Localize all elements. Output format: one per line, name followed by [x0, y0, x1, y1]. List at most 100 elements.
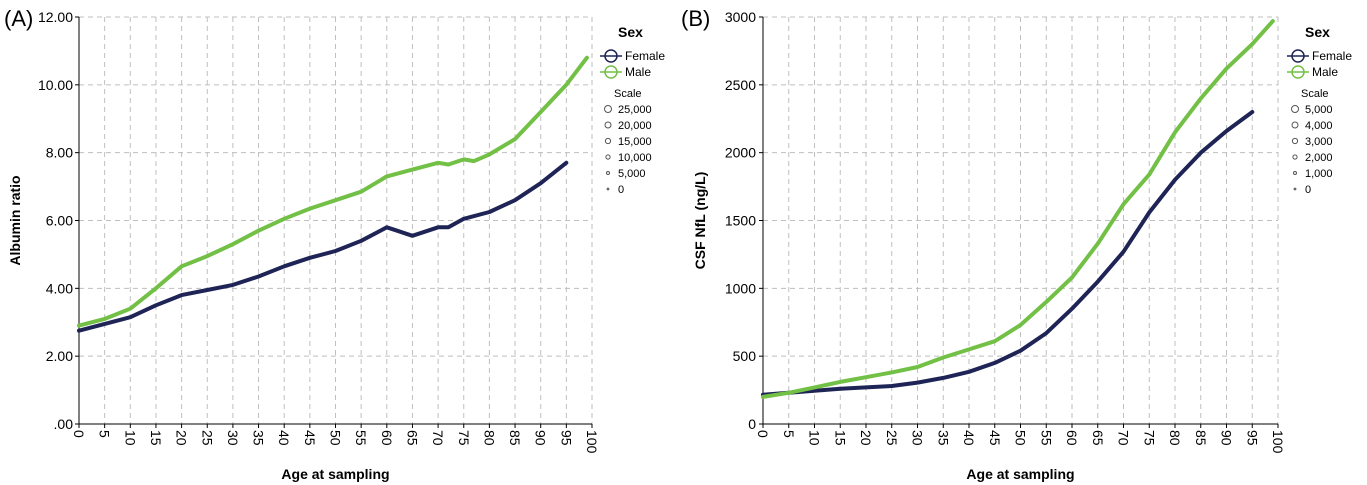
- scale-title: Scale: [1301, 88, 1329, 100]
- legend-entry-female: Female: [1312, 49, 1352, 63]
- y-tick-label: 10.00: [38, 77, 73, 93]
- x-tick-label: 80: [481, 430, 497, 446]
- legend-entry-male: Male: [1312, 65, 1338, 79]
- x-tick-label: 75: [1141, 430, 1157, 446]
- x-tick-label: 75: [456, 430, 472, 446]
- scale-value: 25,000: [618, 104, 652, 116]
- x-tick-label: 65: [404, 430, 420, 446]
- x-tick-label: 35: [251, 430, 267, 446]
- x-tick-label: 25: [199, 430, 215, 446]
- x-axis-title: Age at sampling: [966, 466, 1074, 482]
- x-tick-label: 20: [858, 430, 874, 446]
- x-tick-labels: 0 5 10 15 20 25 30 35 40 45 50 55 60 65 70 75 80 85 90 95 10…: [71, 430, 600, 454]
- x-tick-label: 45: [302, 430, 318, 446]
- scale-value: 0: [618, 184, 624, 196]
- y-tick-label: 500: [733, 348, 757, 364]
- scale-size-marker: [1291, 137, 1299, 145]
- x-tick-label: 5: [781, 430, 797, 438]
- scale-size-marker: [1292, 154, 1298, 160]
- series-lines: [761, 19, 1275, 399]
- x-tick-label: 85: [507, 430, 523, 446]
- y-tick-label: 1500: [725, 213, 756, 229]
- series-line-male: [761, 19, 1275, 399]
- scale-value: 4,000: [1305, 120, 1333, 132]
- scale-size-marker: [604, 105, 612, 113]
- panel-a: (A) 0 5 10 15 20 25 30 35 40 45 50 55 60 65 70 75 80 85 90…: [4, 6, 665, 482]
- scale-value: 5,000: [1305, 104, 1333, 116]
- legend-title: Sex: [1305, 24, 1330, 40]
- x-tick-label: 70: [1116, 430, 1132, 446]
- y-tick-label: 0: [748, 416, 756, 432]
- x-tick-label: 5: [97, 430, 113, 438]
- x-tick-label: 100: [1270, 430, 1286, 454]
- x-tick-label: 15: [148, 430, 164, 446]
- scale-value: 5,000: [618, 168, 646, 180]
- scale-size-marker: [605, 154, 611, 160]
- x-tick-label: 45: [987, 430, 1003, 446]
- y-tick-label: 4.00: [46, 280, 73, 296]
- scale-size-marker: [604, 121, 612, 129]
- x-tick-label: 55: [1038, 430, 1054, 446]
- x-tick-label: 100: [584, 430, 600, 454]
- scale-size-marker: [1293, 187, 1297, 191]
- series-line-female: [761, 110, 1255, 397]
- scale-size-marker: [1291, 105, 1299, 113]
- series-line-female: [77, 160, 569, 333]
- panel-b: (B) 0 5 10 15 20 25 30 35 40 45 50 55 60 65 70 75 80 85 90…: [681, 6, 1352, 482]
- x-tick-label: 10: [122, 430, 138, 446]
- x-tick-label: 90: [533, 430, 549, 446]
- legend-entry-male: Male: [625, 65, 651, 79]
- x-tick-label: 10: [807, 430, 823, 446]
- scale-size-marker: [606, 187, 610, 191]
- y-axis-title: Albumin ratio: [7, 175, 23, 265]
- legend: Sex Female Male Scale 5,000 4,000 3,000 …: [1287, 24, 1352, 196]
- x-tick-label: 60: [1064, 430, 1080, 446]
- x-tick-label: 30: [225, 430, 241, 446]
- legend-swatch-circle: [1291, 49, 1305, 63]
- legend-swatch-circle: [1291, 65, 1305, 79]
- scale-size-marker: [1291, 121, 1299, 129]
- x-tick-labels: 0 5 10 15 20 25 30 35 40 45 50 55 60 65 70 75 80 85 90 95 10…: [755, 430, 1286, 454]
- scale-value: 0: [1305, 184, 1311, 196]
- scale-size-marker: [604, 137, 612, 145]
- axes: [759, 16, 1279, 428]
- scale-size-marker: [606, 171, 610, 175]
- series-lines: [77, 55, 589, 333]
- panel-label: (B): [681, 6, 710, 31]
- y-tick-label: 12.00: [38, 9, 73, 25]
- y-tick-label: 2000: [725, 145, 756, 161]
- legend-entry-female: Female: [625, 49, 665, 63]
- y-tick-labels: .00 2.00 4.00 6.00 8.00 10.00 12.00: [38, 9, 73, 432]
- x-tick-label: 15: [832, 430, 848, 446]
- axes: [75, 16, 593, 428]
- x-tick-label: 95: [1244, 430, 1260, 446]
- series-line-male: [77, 55, 589, 328]
- legend-swatch-circle: [604, 49, 618, 63]
- y-tick-label: 2.00: [46, 348, 73, 364]
- x-tick-label: 65: [1090, 430, 1106, 446]
- x-tick-label: 35: [935, 430, 951, 446]
- x-tick-label: 60: [379, 430, 395, 446]
- x-tick-label: 0: [71, 430, 87, 438]
- x-tick-label: 55: [353, 430, 369, 446]
- y-axis-title: CSF NfL (ng/L): [692, 172, 708, 270]
- x-tick-label: 50: [328, 430, 344, 446]
- scale-value: 1,000: [1305, 168, 1333, 180]
- y-tick-label: .00: [54, 416, 74, 432]
- x-tick-label: 25: [884, 430, 900, 446]
- x-tick-label: 80: [1167, 430, 1183, 446]
- x-tick-label: 95: [558, 430, 574, 446]
- scale-value: 15,000: [618, 136, 652, 148]
- scale-value: 10,000: [618, 152, 652, 164]
- scale-value: 2,000: [1305, 152, 1333, 164]
- y-tick-label: 2500: [725, 77, 756, 93]
- y-tick-labels: 0 500 1000 1500 2000 2500 3000: [725, 9, 756, 432]
- scale-size-marker: [1293, 171, 1297, 175]
- y-tick-label: 3000: [725, 9, 756, 25]
- legend: Sex Female Male Scale 25,000 20,000 15,0…: [600, 24, 665, 196]
- x-tick-label: 30: [910, 430, 926, 446]
- legend-title: Sex: [618, 24, 643, 40]
- x-tick-label: 20: [174, 430, 190, 446]
- panel-label: (A): [4, 6, 33, 31]
